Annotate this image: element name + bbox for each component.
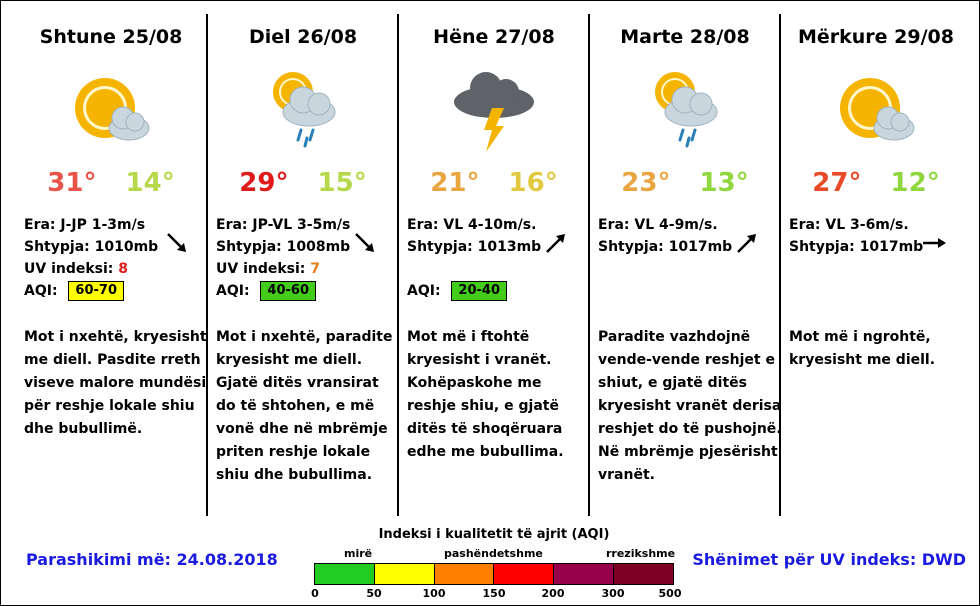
pressure-text: Shtypja: 1013mb	[407, 239, 542, 255]
wind-arrow-icon	[923, 238, 946, 248]
day-title: Diel 26/08	[248, 26, 358, 48]
pressure-text: Shtypja: 1010mb	[24, 239, 159, 255]
sun-cloud-icon	[75, 78, 150, 141]
aqi-color-bar	[314, 563, 674, 585]
aqi-tick: 500	[658, 587, 682, 600]
aqi-word-hazardous: rrezikshme	[606, 547, 676, 560]
details: Era: JP-VL 3-5m/s Shtypja: 1008mb UV ind…	[216, 214, 396, 302]
sun-rain-cloud-icon	[273, 72, 336, 148]
uv-label: UV indeksi:	[24, 261, 119, 277]
wind-text: Era: JP-VL 3-5m/s	[216, 217, 351, 233]
temp-min: 15°	[317, 168, 367, 198]
aqi-line: AQI: 20-40	[407, 280, 587, 302]
temp-max: 27°	[812, 168, 862, 198]
aqi-label: AQI:	[24, 283, 63, 299]
column-divider	[779, 14, 781, 516]
aqi-label: AQI:	[407, 283, 446, 299]
uv-value: 8	[118, 261, 129, 277]
day-column-2: Diel 26/08 29° 15° Era: JP-VL 3-5m/s Sht…	[208, 0, 398, 520]
aqi-label: AQI:	[216, 283, 255, 299]
uv-label: UV indeksi:	[216, 261, 311, 277]
aqi-badge: 40-60	[260, 281, 316, 301]
day-column-5: Mërkure 29/08 27° 12° Era: VL 3-6m/s. Sh…	[781, 0, 971, 520]
day-title: Mërkure 29/08	[797, 26, 955, 48]
temp-min: 12°	[890, 168, 940, 198]
temperatures: 29° 15°	[208, 168, 398, 198]
forecast-description: Mot më i ftohtë kryesisht i vranët. Kohë…	[407, 329, 564, 460]
temp-max: 31°	[47, 168, 97, 198]
details: Era: J-JP 1-3m/s Shtypja: 1010mb UV inde…	[24, 214, 204, 302]
pressure-text: Shtypja: 1008mb	[216, 239, 351, 255]
aqi-segment-good	[315, 564, 375, 584]
forecast-date: Parashikimi më: 24.08.2018	[26, 550, 278, 569]
wind-text: Era: VL 4-9m/s.	[598, 217, 718, 233]
aqi-segment-hazardous	[614, 564, 673, 584]
aqi-tick: 150	[482, 587, 506, 600]
temp-max: 21°	[430, 168, 480, 198]
aqi-segment-sensitive	[434, 564, 495, 584]
forecast-description: Paradite vazhdojnë vende-vende reshjet e…	[598, 329, 782, 483]
details: Era: VL 3-6m/s. Shtypja: 1017mb	[789, 214, 969, 258]
aqi-tick: 100	[422, 587, 446, 600]
aqi-scale-title: Indeksi i kualitetit të ajrit (AQI)	[378, 527, 610, 542]
temperatures: 31° 14°	[16, 168, 206, 198]
aqi-word-good: mirë	[344, 547, 373, 560]
sun-cloud-icon	[840, 78, 915, 141]
spacer-line	[407, 258, 587, 280]
day-column-4: Marte 28/08 23° 13° Era: VL 4-9m/s. Shty…	[590, 0, 782, 520]
details: Era: VL 4-9m/s. Shtypja: 1017mb	[598, 214, 778, 258]
aqi-segment-very-unhealthy	[554, 564, 615, 584]
temperatures: 23° 13°	[590, 168, 780, 198]
temp-min: 13°	[699, 168, 749, 198]
temp-min: 16°	[508, 168, 558, 198]
thunderstorm-icon	[454, 72, 534, 152]
wind-arrow-icon	[737, 234, 756, 253]
uv-value: 7	[310, 261, 321, 277]
wind-arrow-icon	[355, 233, 374, 252]
aqi-segment-unhealthy	[494, 564, 555, 584]
aqi-badge: 20-40	[451, 281, 507, 301]
aqi-scale-legend: Indeksi i kualitetit të ajrit (AQI) mirë…	[311, 527, 681, 603]
wind-arrow-icon	[167, 233, 186, 252]
forecast-description: Mot më i ngrohtë, kryesisht me diell.	[789, 329, 936, 368]
sun-rain-cloud-icon	[655, 72, 718, 148]
day-title: Hëne 27/08	[433, 26, 555, 48]
pressure-text: Shtypja: 1017mb	[598, 239, 733, 255]
aqi-tick: 200	[541, 587, 565, 600]
wind-text: Era: VL 4-10m/s.	[407, 217, 537, 233]
aqi-badge: 60-70	[68, 281, 124, 301]
temp-min: 14°	[125, 168, 175, 198]
uv-line: UV indeksi: 8	[24, 258, 204, 280]
temperatures: 21° 16°	[399, 168, 589, 198]
wind-text: Era: J-JP 1-3m/s	[24, 217, 146, 233]
day-column-3: Hëne 27/08 21° 16° Era: VL 4-10m/s. Shty…	[399, 0, 589, 520]
day-column-1: Shtune 25/08 31° 14° Era: J-JP 1-3m/s Sh…	[16, 0, 207, 520]
forecast-description: Mot i nxehtë, kryesisht me diell. Pasdit…	[24, 329, 207, 437]
aqi-word-unhealthy: pashëndetshme	[444, 547, 543, 560]
day-title: Shtune 25/08	[39, 26, 183, 48]
details: Era: VL 4-10m/s. Shtypja: 1013mb AQI: 20…	[407, 214, 587, 302]
wind-text: Era: VL 3-6m/s.	[789, 217, 909, 233]
temp-max: 23°	[621, 168, 671, 198]
aqi-tick: 50	[366, 587, 382, 600]
day-title: Marte 28/08	[620, 26, 750, 48]
aqi-tick: 0	[311, 587, 319, 600]
aqi-line: AQI: 40-60	[216, 280, 396, 302]
temp-max: 29°	[239, 168, 289, 198]
column-divider	[588, 14, 590, 516]
uv-line: UV indeksi: 7	[216, 258, 396, 280]
column-divider	[397, 14, 399, 516]
pressure-text: Shtypja: 1017mb	[789, 239, 924, 255]
uv-source-note: Shënimet për UV indeks: DWD	[692, 550, 966, 569]
aqi-tick: 300	[601, 587, 625, 600]
forecast-description: Mot i nxehtë, paradite kryesisht me diel…	[216, 329, 393, 483]
wind-arrow-icon	[546, 234, 565, 253]
temperatures: 27° 12°	[781, 168, 971, 198]
aqi-segment-moderate	[374, 564, 435, 584]
column-divider	[206, 14, 208, 516]
aqi-line: AQI: 60-70	[24, 280, 204, 302]
